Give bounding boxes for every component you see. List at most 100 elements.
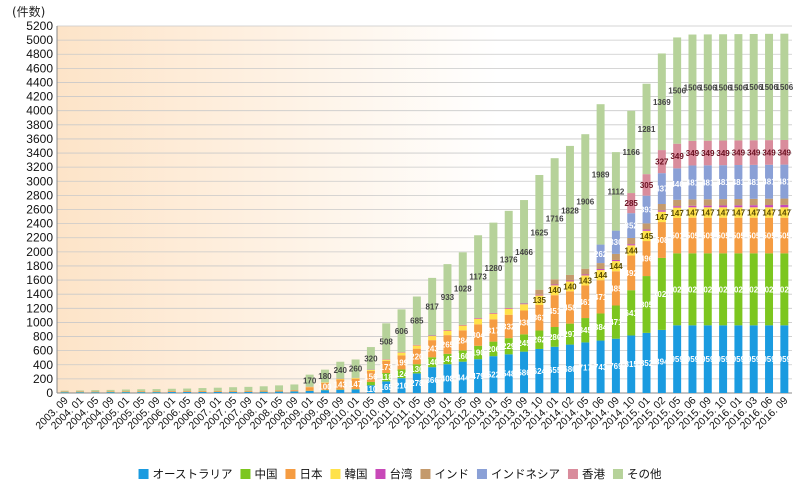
bar-segment [382,360,391,374]
bar-segment [581,268,590,275]
bar-segment [611,271,620,306]
data-label: 345 [579,326,593,335]
bar-segment [474,359,483,393]
data-label: 338 [517,318,531,327]
bar-segment [719,207,728,218]
bar-segment [428,357,437,368]
data-label: 1376 [500,255,518,264]
data-label: 145 [640,232,654,241]
bar-segment [382,381,391,393]
data-label: 305 [640,181,654,190]
data-label: 485 [609,284,623,293]
legend-swatch [285,469,296,479]
bar-segment [213,391,222,393]
y-tick-label: 4600 [26,61,53,75]
bar-segment [275,391,284,393]
bar-segment [719,165,728,200]
bar-segment [780,325,789,393]
data-label: 1020 [699,285,717,294]
bar-segment [366,381,375,386]
data-labels: 1701001801432401472601101563201651181735… [303,83,794,394]
bar-segment [121,391,130,393]
bar-segment [229,391,238,393]
bar-segment [780,217,789,254]
data-label: 1989 [592,170,610,179]
data-label: 1020 [684,285,702,294]
legend-label: 韓国 [344,467,367,481]
data-label: 147 [778,208,792,217]
data-label: 479 [471,372,485,381]
bar-segment [428,336,437,341]
bar-segment [504,210,513,308]
data-label: 284 [456,336,470,345]
bar-segment [106,392,115,393]
data-label: 1506 [775,83,793,92]
bar-segment [642,230,651,242]
bar-segment [366,347,375,370]
data-label: 1506 [714,83,732,92]
bar-segment [366,370,375,382]
bar-segment [749,140,758,165]
data-label: 1506 [730,83,748,92]
bar-segment [780,198,789,205]
data-label: 655 [548,366,562,375]
bar-segment [443,264,452,330]
bar-segment [581,274,590,276]
bar-segment [397,369,406,379]
bar-segment [489,356,498,393]
data-label: 451 [548,307,562,316]
bar-segment [581,275,590,286]
bar-segment [336,389,345,393]
y-tick-label: 400 [33,358,53,372]
data-label: 1173 [469,273,487,282]
data-label: 1020 [730,285,748,294]
bar-segment [183,391,192,392]
data-label: 349 [716,149,730,158]
bar-segment [458,350,467,362]
bar-segment [397,378,406,393]
bar-segment [565,274,574,281]
data-label: 959 [778,355,792,364]
data-label: 481 [716,178,730,187]
legend-swatch [420,469,431,479]
bar-segment [611,305,620,339]
data-label: 505 [716,232,730,241]
bar-segment [244,386,253,391]
data-label: 686 [563,365,577,374]
bar-segment [244,391,253,393]
bar-segment [366,369,375,371]
data-label: 501 [670,232,684,241]
bar-segment [657,211,666,223]
bar-segment [734,140,743,166]
data-label: 505 [732,232,746,241]
bar-segment [749,198,758,206]
y-tick-label: 800 [33,330,53,344]
data-label: 190 [471,348,485,357]
bar-segment [765,198,774,206]
data-label: 304 [471,331,485,340]
bar-segment [749,217,758,254]
data-label: 262 [594,250,608,259]
gridlines [56,25,792,394]
legend-swatch [330,469,341,479]
bar-segment [749,205,758,208]
y-tick-label: 1800 [26,259,53,273]
bar-segment [412,364,421,374]
bar-segment [657,173,666,204]
data-label: 446 [670,180,684,189]
bar-segment [458,325,467,331]
bar-segment [520,304,529,311]
y-tick-label: 2000 [26,245,53,259]
bar-segment [657,329,666,393]
bar-segment [489,341,498,357]
bar-segment [106,389,115,392]
bar-segment [443,330,452,336]
bar-segment [673,253,682,326]
bar-segment [688,34,697,141]
data-label: 147 [747,208,761,217]
data-label: 769 [609,362,623,371]
bar-segment [520,200,529,304]
bar-segment [213,390,222,392]
bar-segment [550,346,559,393]
data-label: 1369 [653,98,671,107]
